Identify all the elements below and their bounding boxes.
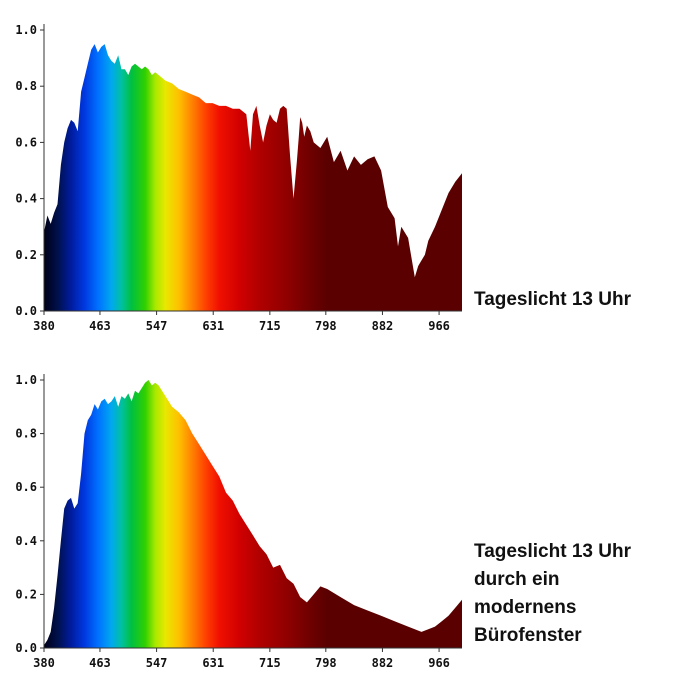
y-tick-label: 0.6 bbox=[15, 135, 37, 149]
caption-line: Tageslicht 13 Uhr bbox=[474, 289, 631, 310]
y-tick-label: 0.4 bbox=[15, 534, 37, 548]
caption-line: durch ein bbox=[474, 569, 560, 590]
x-tick-label: 380 bbox=[33, 656, 55, 670]
y-tick-label: 0.2 bbox=[15, 587, 37, 601]
x-tick-label: 463 bbox=[89, 319, 111, 333]
spectrum-area bbox=[44, 380, 462, 648]
x-tick-label: 547 bbox=[146, 319, 168, 333]
caption-line: modernens bbox=[474, 597, 577, 618]
x-tick-label: 631 bbox=[202, 319, 224, 333]
x-tick-label: 882 bbox=[372, 319, 394, 333]
caption-daylight: Tageslicht 13 Uhr bbox=[474, 286, 631, 314]
y-tick-label: 0.8 bbox=[15, 427, 37, 441]
spectrum-chart-2: 0.0 0.2 0.4 0.6 0.8 1.0 380 463 547 631 715 798 882 9… bbox=[15, 373, 462, 670]
x-tick-label: 463 bbox=[89, 656, 111, 670]
caption-line: Tageslicht 13 Uhr bbox=[474, 541, 631, 562]
x-tick-label: 715 bbox=[259, 656, 281, 670]
y-tick-label: 1.0 bbox=[15, 373, 37, 387]
x-tick-label: 547 bbox=[146, 656, 168, 670]
y-tick-label: 0.8 bbox=[15, 79, 37, 93]
y-tick-label: 0.4 bbox=[15, 192, 37, 206]
caption-line: Bürofenster bbox=[474, 625, 582, 646]
x-tick-label: 631 bbox=[202, 656, 224, 670]
x-tick-label: 882 bbox=[372, 656, 394, 670]
y-tick-label: 1.0 bbox=[15, 23, 37, 37]
caption-daylight-window: Tageslicht 13 Uhr durch ein modernens Bü… bbox=[474, 538, 631, 650]
x-tick-label: 798 bbox=[315, 319, 337, 333]
x-tick-label: 380 bbox=[33, 319, 55, 333]
x-tick-label: 966 bbox=[428, 319, 450, 333]
y-tick-label: 0.2 bbox=[15, 248, 37, 262]
spectrum-area bbox=[44, 44, 462, 311]
x-tick-label: 966 bbox=[428, 656, 450, 670]
x-tick-label: 798 bbox=[315, 656, 337, 670]
y-tick-label: 0.0 bbox=[15, 304, 37, 318]
y-tick-label: 0.6 bbox=[15, 480, 37, 494]
y-tick-label: 0.0 bbox=[15, 641, 37, 655]
x-tick-label: 715 bbox=[259, 319, 281, 333]
spectrum-chart-1: 0.0 0.2 0.4 0.6 0.8 1.0 380 463 547 631 715 798 882 9… bbox=[15, 23, 462, 333]
